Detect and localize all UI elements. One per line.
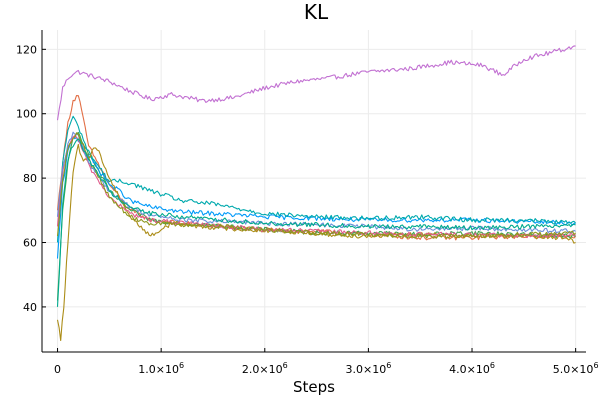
chart-title: KL xyxy=(304,0,329,24)
series-line-9 xyxy=(56,132,576,239)
series-line-10 xyxy=(56,138,576,307)
x-tick-label: 3.0×106 xyxy=(345,361,391,376)
x-axis-label: Steps xyxy=(293,378,335,396)
series-line-1 xyxy=(56,45,576,121)
series-line-2 xyxy=(56,95,577,241)
x-tick-label: 1.0×106 xyxy=(138,361,184,376)
series-line-4 xyxy=(56,136,576,259)
y-tick-label: 40 xyxy=(23,301,37,314)
y-tick-label: 60 xyxy=(23,237,37,250)
series-line-8 xyxy=(56,131,576,234)
x-tick-label: 4.0×106 xyxy=(449,361,495,376)
y-tick-label: 100 xyxy=(16,108,37,121)
y-axis-ticks: 40 60 80 100 120 xyxy=(16,43,46,314)
x-tick-label: 2.0×106 xyxy=(242,361,288,376)
x-tick-label: 0 xyxy=(54,363,61,376)
x-tick-label: 5.0×106 xyxy=(553,361,599,376)
y-tick-label: 80 xyxy=(23,172,37,185)
series-line-5 xyxy=(56,115,577,243)
series-lines xyxy=(56,45,577,342)
series-line-7 xyxy=(56,134,576,239)
series-line-3 xyxy=(56,131,576,301)
x-axis-ticks: 0 1.0×106 2.0×106 3.0×106 4.0×106 5.0×106 xyxy=(54,348,599,376)
grid-lines xyxy=(42,30,586,352)
y-tick-label: 120 xyxy=(16,43,37,56)
